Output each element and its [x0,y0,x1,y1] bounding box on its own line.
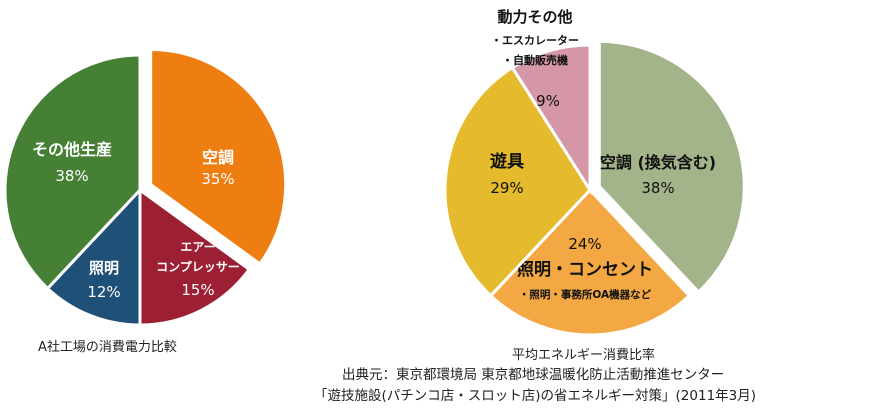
pie-slice [488,187,692,337]
source-line-1: 出典元：東京都環境局 東京都地球温暖化防止活動推進センター [342,367,725,383]
pie-slice [443,65,592,298]
pie-chart-pachinko: 空調 (換気含む) 38% 24% 照明・コンセント・照明・事務所OA機器など 遊具 29… [443,8,746,337]
slice-label: コンプレッサー [156,259,240,274]
data-label: 38% [55,167,88,185]
data-label: 24% [568,235,601,253]
slice-label: 遊具 [490,151,524,172]
slice-label: 空調 [202,148,234,167]
slice-note: ・自動販売機 [502,53,568,67]
pie-slice [3,53,142,291]
pie-slice [45,186,142,327]
pie-slice [597,39,746,295]
slice-note: ・エスカレーター [491,34,579,47]
slice-label: 照明・コンセント [517,260,653,280]
data-label: 12% [87,283,120,301]
data-label: 38% [641,179,674,197]
data-label: 29% [490,179,523,197]
source-line-2: 「遊技施設(パチンコ店・スロット店)の省エネルギー対策」(2011年3月) [314,388,757,404]
chart-caption-pachinko: 平均エネルギー消費比率 [512,348,656,363]
pie-slice [149,48,288,266]
slice-label: 動力その他 [497,8,572,26]
chart-caption-factory: A社工場の消費電力比較 [38,340,177,355]
data-label: 15% [181,281,214,299]
slice-label: 空調 (換気含む) [600,153,716,172]
data-label: 9% [536,92,560,110]
pie-slice [510,43,592,196]
slice-label: エアー [180,240,215,254]
pie-slice [138,187,252,327]
slice-note: ・照明・事務所OA機器など [519,288,652,301]
slice-label: 照明 [89,259,119,277]
data-label: 35% [201,170,234,188]
slice-label: その他生産 [32,140,112,159]
